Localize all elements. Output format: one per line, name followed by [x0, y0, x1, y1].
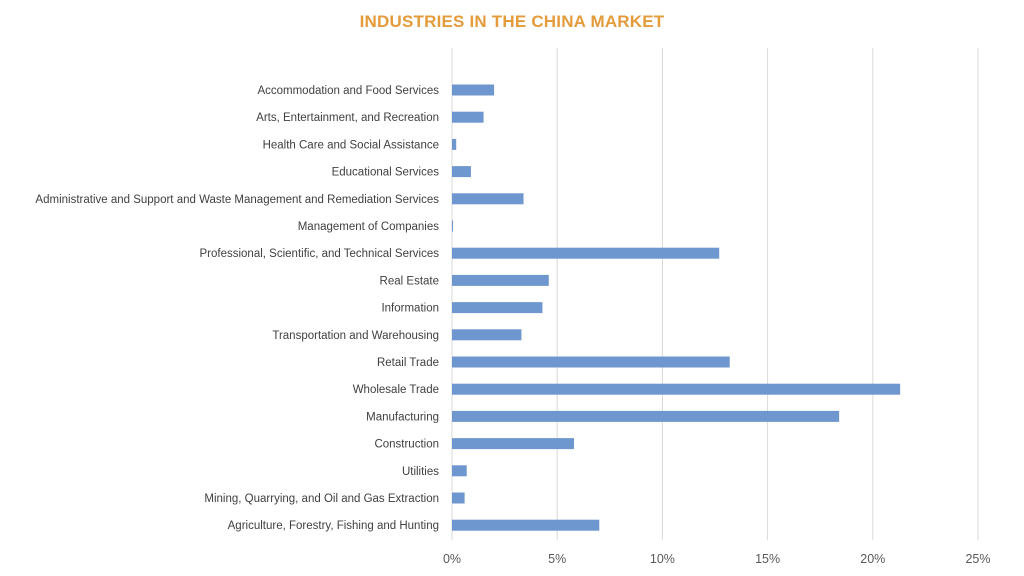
- bar: [452, 138, 457, 150]
- bar: [452, 302, 543, 314]
- category-label: Administrative and Support and Waste Man…: [35, 194, 439, 206]
- category-label: Mining, Quarrying, and Oil and Gas Extra…: [204, 493, 439, 505]
- category-label: Management of Companies: [298, 221, 440, 233]
- bar: [452, 247, 720, 259]
- category-labels: Accommodation and Food Services Arts, Ent…: [35, 85, 439, 532]
- bar: [452, 465, 467, 477]
- x-tick-label: 10%: [650, 552, 675, 566]
- bar: [452, 492, 465, 504]
- chart-title: INDUSTRIES IN THE CHINA MARKET: [359, 12, 665, 31]
- x-axis-ticks: 0% 5% 10% 15% 20% 25%: [443, 552, 991, 566]
- category-label: Accommodation and Food Services: [257, 85, 439, 97]
- category-label: Transportation and Warehousing: [272, 330, 439, 342]
- bar: [452, 410, 840, 422]
- category-label: Retail Trade: [377, 357, 439, 369]
- bar: [452, 438, 575, 450]
- x-tick-label: 25%: [965, 552, 990, 566]
- bars: [452, 84, 901, 531]
- category-label: Agriculture, Forestry, Fishing and Hunti…: [228, 520, 439, 532]
- bar: [452, 329, 522, 341]
- x-tick-label: 15%: [755, 552, 780, 566]
- category-label: Information: [381, 303, 439, 315]
- category-label: Real Estate: [380, 275, 439, 287]
- bar: [452, 383, 901, 395]
- category-label: Arts, Entertainment, and Recreation: [256, 112, 439, 124]
- bar: [452, 274, 549, 286]
- category-label: Construction: [374, 439, 439, 451]
- bar: [452, 356, 730, 368]
- bar: [452, 519, 600, 531]
- bar: [452, 166, 471, 178]
- category-label: Wholesale Trade: [353, 384, 439, 396]
- category-label: Professional, Scientific, and Technical …: [200, 248, 440, 260]
- category-label: Utilities: [402, 466, 439, 478]
- bar: [452, 193, 524, 205]
- x-tick-label: 5%: [548, 552, 566, 566]
- category-label: Health Care and Social Assistance: [263, 139, 439, 151]
- category-label: Manufacturing: [366, 411, 439, 423]
- bar: [452, 84, 495, 96]
- bar: [452, 111, 484, 123]
- x-tick-label: 20%: [860, 552, 885, 566]
- gridlines: [451, 48, 979, 540]
- x-tick-label: 0%: [443, 552, 461, 566]
- bar: [452, 220, 454, 232]
- category-label: Educational Services: [332, 167, 440, 179]
